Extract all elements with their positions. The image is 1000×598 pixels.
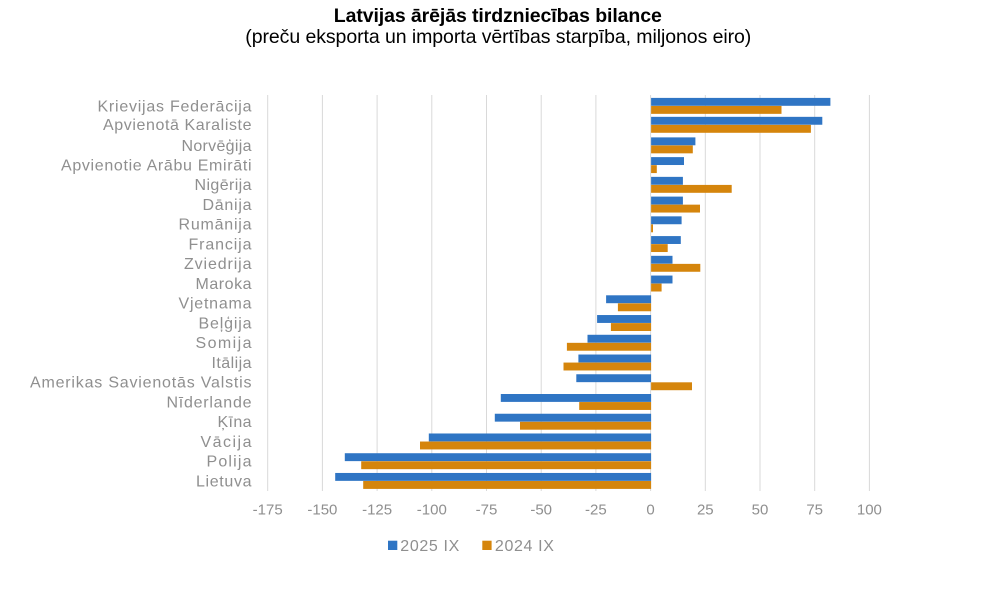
svg-text:Itālija: Itālija [212,355,252,372]
svg-text:Beļģija: Beļģija [199,314,252,332]
svg-text:Vjetnama: Vjetnama [179,296,252,313]
svg-text:2025 IX: 2025 IX [400,538,459,555]
svg-text:Nīderlande: Nīderlande [167,394,252,411]
svg-text:Amerikas Savienotās Valstis: Amerikas Savienotās Valstis [30,375,252,392]
svg-text:75: 75 [806,502,823,519]
svg-text:Somija: Somija [196,335,252,352]
svg-text:Krievijas Federācija: Krievijas Federācija [98,98,252,115]
svg-text:-125: -125 [362,502,392,519]
svg-text:-175: -175 [253,502,283,519]
svg-text:Nigērija: Nigērija [195,177,252,194]
svg-text:Apvienotā Karaliste: Apvienotā Karaliste [103,117,252,134]
svg-text:-25: -25 [585,502,607,519]
svg-text:Dānija: Dānija [203,197,252,214]
svg-text:Norvēģija: Norvēģija [182,137,252,155]
svg-text:2024 IX: 2024 IX [495,538,554,555]
svg-text:Apvienotie Arābu Emirāti: Apvienotie Arābu Emirāti [61,157,252,174]
svg-text:Ķīna: Ķīna [218,414,252,431]
svg-text:50: 50 [752,502,769,519]
svg-text:Lietuva: Lietuva [196,473,252,490]
svg-text:(preču eksporta un importa vēr: (preču eksporta un importa vērtības star… [245,26,751,48]
svg-text:Polija: Polija [207,454,252,471]
svg-text:Rumānija: Rumānija [179,217,252,234]
svg-text:Zviedrija: Zviedrija [184,256,252,273]
svg-text:Vācija: Vācija [201,434,252,451]
svg-text:-75: -75 [476,502,498,519]
svg-text:25: 25 [697,502,714,519]
svg-text:Latvijas ārējās tirdzniecības: Latvijas ārējās tirdzniecības bilance [334,5,662,27]
svg-text:0: 0 [646,502,654,519]
svg-text:100: 100 [857,502,882,519]
svg-text:-100: -100 [417,502,447,519]
svg-text:Maroka: Maroka [196,276,252,293]
svg-text:-50: -50 [530,502,552,519]
svg-text:-150: -150 [307,502,337,519]
svg-text:Francija: Francija [189,236,252,253]
